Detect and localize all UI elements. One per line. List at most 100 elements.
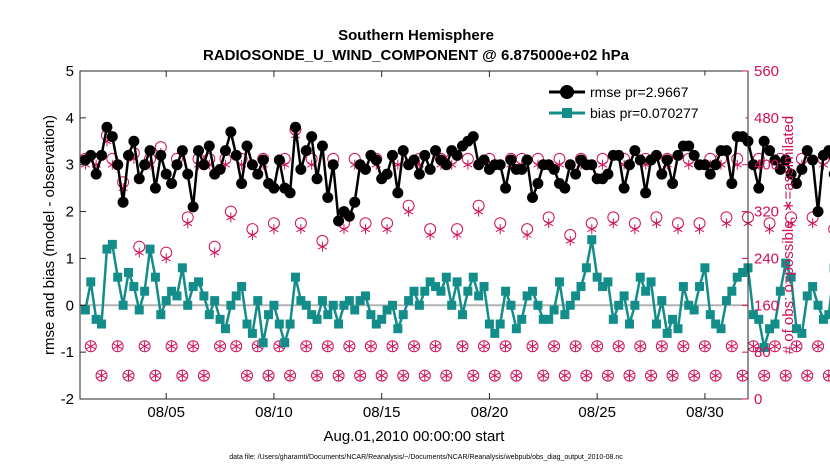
obs-possible-marker bbox=[510, 369, 523, 382]
obs-assimilated-marker bbox=[711, 370, 721, 381]
rmse-point bbox=[527, 192, 539, 204]
obs-assimilated-marker bbox=[468, 370, 478, 381]
obs-assimilated-marker bbox=[791, 341, 802, 352]
obs-possible-marker bbox=[111, 340, 124, 353]
x-tick-label: 08/30 bbox=[686, 404, 724, 421]
obs-assimilated-marker bbox=[813, 341, 823, 352]
bias-point bbox=[247, 328, 257, 338]
obs-possible-marker bbox=[364, 340, 377, 353]
obs-assimilated-marker bbox=[247, 230, 257, 240]
obs-assimilated-marker bbox=[269, 224, 279, 235]
rmse-point bbox=[796, 163, 808, 175]
rmse-point bbox=[618, 182, 630, 194]
bias-point bbox=[732, 272, 742, 282]
bias-point bbox=[608, 314, 618, 324]
rmse-point bbox=[246, 159, 258, 171]
y-tick-label: 5 bbox=[66, 63, 74, 80]
bias-point bbox=[765, 324, 775, 334]
rmse-point bbox=[268, 182, 280, 194]
chart-title: Southern Hemisphere bbox=[338, 27, 494, 44]
obs-assimilated-marker bbox=[614, 341, 624, 352]
bias-point bbox=[194, 277, 204, 287]
obs-assimilated-marker bbox=[344, 341, 354, 352]
obs-assimilated-marker bbox=[673, 224, 683, 235]
y-tick-label: 3 bbox=[66, 157, 74, 174]
rmse-point bbox=[774, 163, 786, 175]
bias-point bbox=[441, 272, 451, 282]
rmse-point bbox=[408, 154, 420, 166]
obs-assimilated-marker bbox=[560, 370, 570, 381]
bias-point bbox=[102, 244, 112, 254]
obs-possible-marker bbox=[623, 369, 636, 382]
bias-point bbox=[436, 286, 446, 296]
obs-possible-marker bbox=[499, 340, 512, 353]
rmse-point bbox=[532, 177, 544, 189]
obs-possible-marker bbox=[758, 369, 771, 382]
bias-point bbox=[705, 310, 715, 320]
obs-assimilated-marker bbox=[123, 370, 134, 381]
bias-point bbox=[371, 319, 381, 329]
rmse-point bbox=[316, 140, 328, 152]
obs-possible-marker bbox=[569, 340, 582, 353]
obs-possible-marker bbox=[84, 340, 97, 353]
bias-point bbox=[565, 300, 575, 310]
chart-subtitle: RADIOSONDE_U_WIND_COMPONENT @ 6.875000e+… bbox=[203, 47, 630, 64]
obs-assimilated-marker bbox=[161, 253, 171, 264]
y-axis-left: -2 -1 0 1 2 3 4 5 bbox=[61, 63, 86, 408]
obs-assimilated-marker bbox=[457, 341, 468, 352]
obs-assimilated-marker bbox=[441, 370, 451, 381]
rmse-point bbox=[171, 159, 183, 171]
obs-assimilated-marker bbox=[425, 230, 435, 240]
bias-point bbox=[161, 296, 171, 306]
rmse-point bbox=[505, 154, 517, 166]
rmse-point bbox=[133, 173, 145, 185]
bias-point bbox=[716, 324, 726, 334]
bias-point bbox=[684, 300, 694, 310]
obs-assimilated-marker bbox=[285, 370, 295, 381]
legend: rmse pr=2.9667 bias pr=0.070277 bbox=[544, 75, 746, 127]
bias-point bbox=[312, 314, 322, 324]
rmse-point bbox=[424, 163, 436, 175]
rmse-point bbox=[360, 163, 372, 175]
obs-assimilated-marker bbox=[377, 370, 387, 381]
rmse-point bbox=[370, 154, 382, 166]
rmse-point bbox=[634, 154, 646, 166]
obs-possible-marker bbox=[591, 340, 604, 353]
obs-assimilated-marker bbox=[113, 341, 123, 352]
bias-point bbox=[253, 296, 263, 306]
obs-assimilated-marker bbox=[296, 224, 306, 235]
rmse-point bbox=[629, 145, 641, 157]
obs-possible-marker bbox=[601, 369, 614, 382]
bias-point bbox=[754, 314, 764, 324]
y2-tick-label: 160 bbox=[754, 297, 779, 314]
bias-point bbox=[668, 314, 678, 324]
obs-possible-marker bbox=[467, 369, 480, 382]
obs-possible-marker bbox=[197, 369, 210, 382]
obs-possible-marker bbox=[138, 340, 151, 353]
obs-possible-marker bbox=[230, 340, 243, 353]
obs-possible-marker bbox=[332, 369, 345, 382]
bias-point bbox=[657, 296, 667, 306]
rmse-point bbox=[112, 159, 124, 171]
obs-assimilated-marker bbox=[312, 370, 322, 381]
bias-point bbox=[231, 291, 241, 301]
bias-point bbox=[484, 319, 494, 329]
y-tick-label: -1 bbox=[61, 344, 74, 361]
bias-point bbox=[393, 324, 403, 334]
bias-point bbox=[587, 235, 597, 245]
rmse-point bbox=[704, 168, 716, 180]
obs-assimilated-marker bbox=[177, 370, 187, 381]
rmse-point bbox=[225, 126, 237, 138]
rmse-point bbox=[160, 168, 172, 180]
obs-assimilated-marker bbox=[501, 341, 511, 352]
rmse-point bbox=[785, 168, 797, 180]
rmse-point bbox=[688, 149, 700, 161]
rmse-point bbox=[219, 145, 231, 157]
obs-assimilated-marker bbox=[134, 247, 144, 258]
rmse-point bbox=[101, 121, 113, 133]
obs-possible-marker bbox=[375, 369, 388, 382]
rmse-point bbox=[85, 149, 97, 161]
bias-point bbox=[339, 300, 349, 310]
y2-tick-label: 240 bbox=[754, 250, 779, 267]
obs-assimilated-marker bbox=[565, 235, 575, 246]
